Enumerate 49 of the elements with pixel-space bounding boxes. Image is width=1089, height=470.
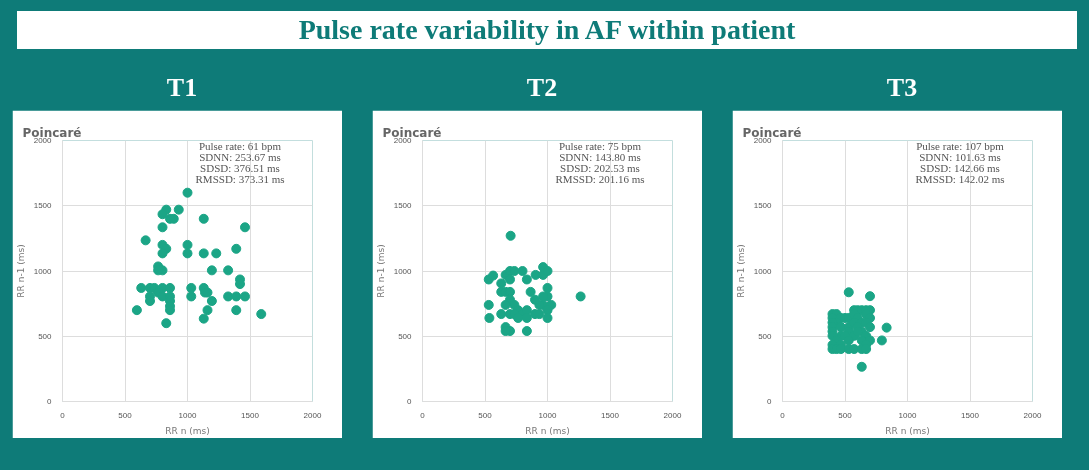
y-tick-label: 1500 bbox=[33, 201, 53, 211]
y-tick-label: 1500 bbox=[393, 201, 413, 211]
x-tick-label: 500 bbox=[838, 410, 853, 420]
x-tick-label: 1500 bbox=[601, 410, 620, 420]
x-tick-label: 0 bbox=[60, 410, 66, 420]
chart-title: T1 bbox=[166, 72, 198, 104]
annotation: RMSSD: 142.02 ms bbox=[915, 173, 1005, 185]
x-tick-label: 1000 bbox=[178, 410, 197, 420]
x-tick-label: 2000 bbox=[1023, 410, 1042, 420]
y-tick-label: 1000 bbox=[393, 266, 413, 276]
chart-title: T3 bbox=[886, 72, 918, 104]
annotation: RMSSD: 373.31 ms bbox=[195, 173, 285, 185]
y-tick-label: 2000 bbox=[393, 136, 413, 145]
y-tick-label: 2000 bbox=[33, 136, 53, 145]
y-axis-title: RR n-1 (ms) bbox=[375, 244, 386, 298]
y-axis-title: RR n-1 (ms) bbox=[735, 244, 746, 298]
annotation: SDSD: 142.66 ms bbox=[920, 161, 1000, 174]
y-tick-label: 1500 bbox=[753, 201, 773, 211]
y-tick-label: 0 bbox=[47, 397, 53, 406]
x-tick-label: 1000 bbox=[898, 410, 917, 420]
y-tick-label: 1000 bbox=[33, 266, 53, 276]
x-tick-label: 1500 bbox=[241, 410, 260, 420]
x-tick-label: 500 bbox=[478, 410, 493, 420]
x-tick-label: 500 bbox=[118, 410, 133, 420]
chart-title: T2 bbox=[526, 72, 558, 104]
x-tick-label: 0 bbox=[780, 410, 786, 420]
annotation: Pulse rate: 75 bpm bbox=[558, 139, 642, 152]
x-tick-label: 2000 bbox=[303, 410, 322, 420]
annotation: RMSSD: 201.16 ms bbox=[555, 173, 645, 185]
y-tick-label: 500 bbox=[38, 331, 53, 341]
annotation: SDSD: 376.51 ms bbox=[200, 161, 280, 174]
x-axis-title: RR n (ms) bbox=[165, 425, 210, 436]
y-tick-label: 1000 bbox=[753, 266, 773, 276]
y-tick-label: 0 bbox=[407, 397, 413, 406]
x-tick-label: 1500 bbox=[961, 410, 980, 420]
annotation: Pulse rate: 61 bpm bbox=[198, 139, 282, 152]
y-tick-label: 2000 bbox=[753, 136, 773, 145]
y-tick-label: 500 bbox=[398, 331, 413, 341]
x-tick-label: 2000 bbox=[663, 410, 682, 420]
y-tick-label: 500 bbox=[758, 331, 773, 341]
text: Pulse rate variability in AF within patient bbox=[298, 13, 796, 47]
x-tick-label: 1000 bbox=[538, 410, 557, 420]
annotation: SDSD: 202.53 ms bbox=[560, 161, 640, 174]
y-tick-label: 0 bbox=[767, 397, 773, 406]
x-tick-label: 0 bbox=[420, 410, 426, 420]
x-axis-title: RR n (ms) bbox=[885, 425, 930, 436]
y-axis-title: RR n-1 (ms) bbox=[15, 244, 26, 298]
annotation: Pulse rate: 107 bpm bbox=[916, 139, 1005, 152]
x-axis-title: RR n (ms) bbox=[525, 425, 570, 436]
